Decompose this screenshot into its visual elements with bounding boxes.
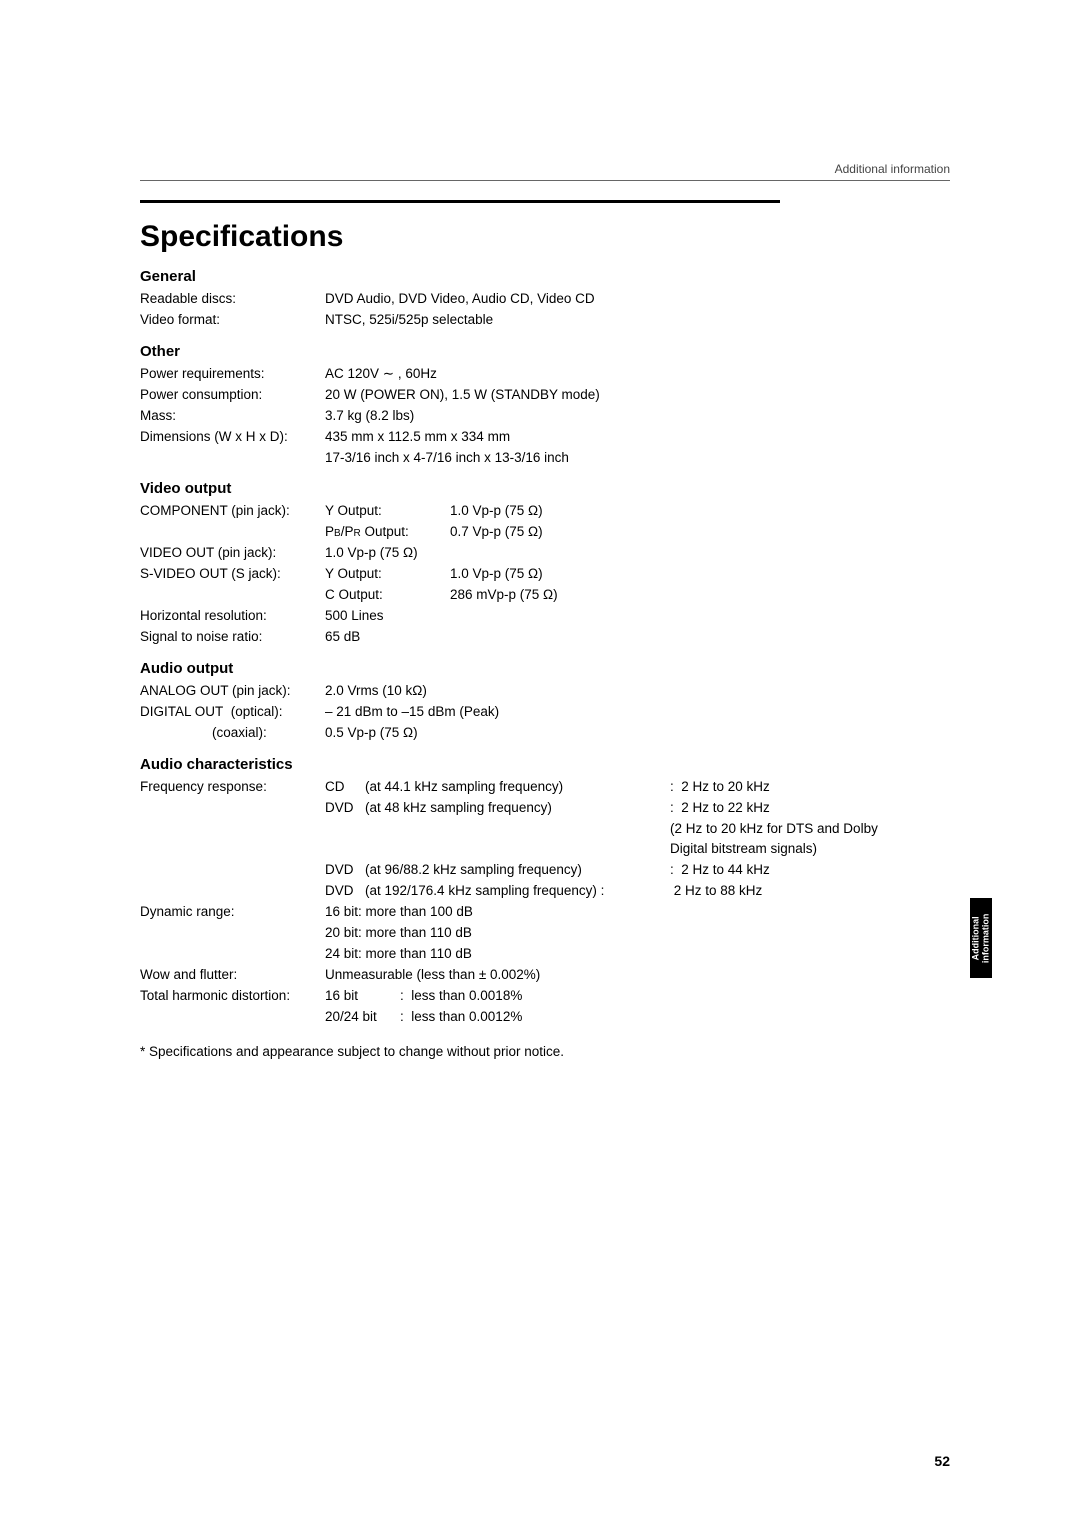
spec-value: Y Output:1.0 Vp-p (75 Ω)	[325, 564, 960, 585]
pbpr-label: PB/PR Output:	[325, 524, 409, 539]
side-tab: Additionalinformation	[970, 898, 992, 978]
spec-label: Power consumption:	[140, 385, 325, 406]
spec-label: (coaxial):	[140, 723, 325, 744]
spec-label: ANALOG OUT (pin jack):	[140, 681, 325, 702]
section-heading-other: Other	[140, 343, 960, 360]
spec-label: S-VIDEO OUT (S jack):	[140, 564, 325, 585]
spec-label: Video format:	[140, 310, 325, 331]
spec-value: 16 bit: less than 0.0018%	[325, 986, 960, 1007]
spec-label: Total harmonic distortion:	[140, 986, 325, 1007]
page-number: 52	[934, 1453, 950, 1469]
spec-label: Frequency response:	[140, 777, 325, 798]
spec-value: 20 W (POWER ON), 1.5 W (STANDBY mode)	[325, 385, 960, 406]
spec-value: AC 120V ∼ , 60Hz	[325, 364, 960, 385]
spec-value: Digital bitstream signals)	[325, 839, 960, 860]
page-body: Specifications General Readable discs: D…	[0, 0, 1080, 1059]
spec-value: 17-3/16 inch x 4-7/16 inch x 13-3/16 inc…	[325, 448, 960, 469]
spec-label: Dynamic range:	[140, 902, 325, 923]
spec-value: 16 bit: more than 100 dB	[325, 902, 960, 923]
section-heading-video: Video output	[140, 480, 960, 497]
spec-label: Signal to noise ratio:	[140, 627, 325, 648]
spec-value: 1.0 Vp-p (75 Ω)	[325, 543, 960, 564]
side-tab-label: Additionalinformation	[971, 913, 992, 963]
spec-value: 65 dB	[325, 627, 960, 648]
section-heading-audio-char: Audio characteristics	[140, 756, 960, 773]
spec-label: Wow and flutter:	[140, 965, 325, 986]
spec-label: Readable discs:	[140, 289, 325, 310]
spec-row: Video format: NTSC, 525i/525p selectable	[140, 310, 960, 331]
spec-value: PB/PR Output:0.7 Vp-p (75 Ω)	[325, 522, 960, 543]
section-heading-general: General	[140, 268, 960, 285]
spec-value: 0.5 Vp-p (75 Ω)	[325, 723, 960, 744]
footnote: * Specifications and appearance subject …	[140, 1044, 960, 1059]
page-title: Specifications	[140, 220, 960, 254]
spec-row: Readable discs: DVD Audio, DVD Video, Au…	[140, 289, 960, 310]
spec-value: 2.0 Vrms (10 kΩ)	[325, 681, 960, 702]
spec-value: 500 Lines	[325, 606, 960, 627]
spec-value: CD(at 44.1 kHz sampling frequency): 2 Hz…	[325, 777, 960, 798]
spec-value: C Output:286 mVp-p (75 Ω)	[325, 585, 960, 606]
spec-label: VIDEO OUT (pin jack):	[140, 543, 325, 564]
spec-value: DVD(at 48 kHz sampling frequency): 2 Hz …	[325, 798, 960, 819]
spec-value: NTSC, 525i/525p selectable	[325, 310, 960, 331]
spec-value: 435 mm x 112.5 mm x 334 mm	[325, 427, 960, 448]
spec-value: DVD(at 96/88.2 kHz sampling frequency): …	[325, 860, 960, 881]
spec-label: Mass:	[140, 406, 325, 427]
spec-label: Horizontal resolution:	[140, 606, 325, 627]
spec-value: (2 Hz to 20 kHz for DTS and Dolby	[325, 819, 960, 840]
spec-value: 20 bit: more than 110 dB	[325, 923, 960, 944]
spec-value: DVD(at 192/176.4 kHz sampling frequency)…	[325, 881, 960, 902]
spec-value: DVD Audio, DVD Video, Audio CD, Video CD	[325, 289, 960, 310]
spec-value: 24 bit: more than 110 dB	[325, 944, 960, 965]
spec-value: Unmeasurable (less than ± 0.002%)	[325, 965, 960, 986]
spec-value: 20/24 bit: less than 0.0012%	[325, 1007, 960, 1028]
section-heading-audio-output: Audio output	[140, 660, 960, 677]
spec-label: DIGITAL OUT (optical):	[140, 702, 325, 723]
spec-value: Y Output:1.0 Vp-p (75 Ω)	[325, 501, 960, 522]
spec-label: COMPONENT (pin jack):	[140, 501, 325, 522]
spec-label: Dimensions (W x H x D):	[140, 427, 325, 448]
spec-label: Power requirements:	[140, 364, 325, 385]
spec-value: – 21 dBm to –15 dBm (Peak)	[325, 702, 960, 723]
spec-value: 3.7 kg (8.2 lbs)	[325, 406, 960, 427]
